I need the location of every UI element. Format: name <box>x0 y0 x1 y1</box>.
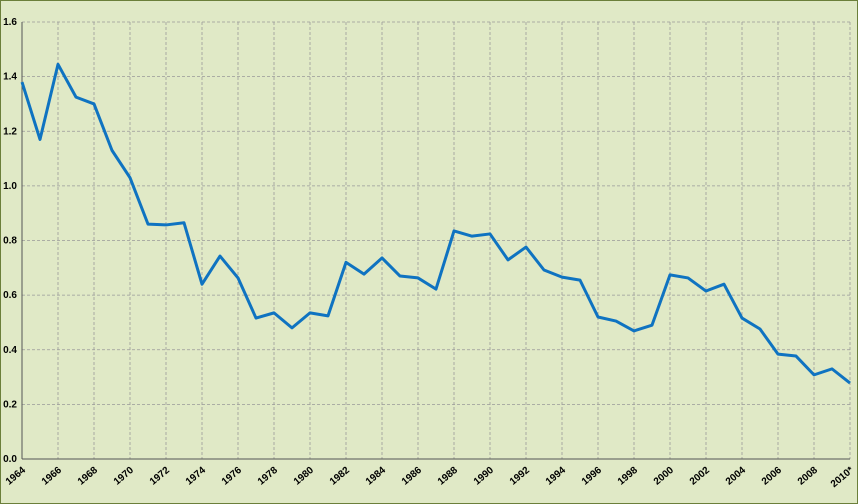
y-tick-label: 0.8 <box>3 236 17 247</box>
y-tick-label: 0.6 <box>3 290 17 301</box>
y-tick-label: 1.4 <box>3 72 17 83</box>
y-tick-label: 1.2 <box>3 126 17 137</box>
y-tick-label: 0.0 <box>3 454 17 465</box>
y-tick-label: 0.4 <box>3 345 17 356</box>
y-tick-label: 0.2 <box>3 399 17 410</box>
y-tick-label: 1.6 <box>3 17 17 28</box>
y-tick-label: 1.0 <box>3 181 17 192</box>
line-series <box>20 62 851 385</box>
